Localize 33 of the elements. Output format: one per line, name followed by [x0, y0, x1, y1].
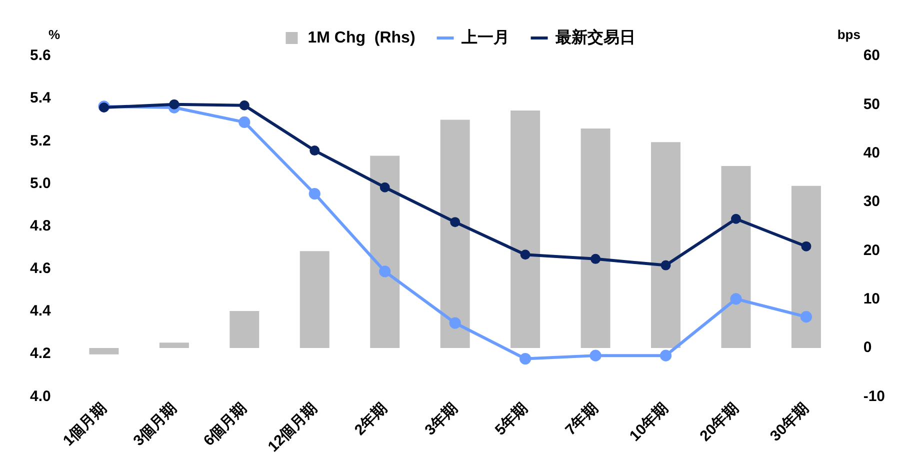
x-tick-label: 30年期 [766, 400, 812, 445]
y-tick-label: 5.4 [30, 90, 52, 107]
x-tick-label: 6個月期 [200, 400, 250, 450]
y-tick-label: 5.0 [30, 174, 51, 192]
x-tick-label: 3個月期 [130, 400, 180, 450]
y-tick-label: 4.2 [30, 345, 51, 362]
x-tick-label: 20年期 [696, 400, 742, 445]
y2-tick-label: -10 [863, 388, 886, 405]
y2-tick-label: 10 [863, 290, 880, 308]
legend-label: 上一月 [460, 28, 510, 46]
y2-tick-label: 30 [863, 193, 880, 210]
x-tick-label: 10年期 [626, 400, 672, 445]
y2-axis-title: bps [837, 27, 860, 42]
legend-label: 1M Chg (Rhs) [308, 29, 416, 46]
y2-tick-label: 40 [863, 144, 880, 162]
x-tick-label: 2年期 [351, 400, 391, 439]
y-tick-label: 5.2 [30, 132, 51, 150]
y-axis-title: % [48, 27, 60, 42]
x-tick-label: 5年期 [492, 400, 532, 439]
x-tick-label: 12個月期 [264, 400, 320, 456]
y-tick-label: 4.0 [30, 388, 51, 405]
x-tick-label: 7年期 [562, 400, 602, 439]
y2-tick-label: 50 [863, 96, 880, 113]
y-tick-label: 4.4 [30, 302, 52, 320]
y-tick-label: 4.6 [30, 260, 51, 278]
x-tick-label: 1個月期 [60, 400, 110, 450]
legend-label: 最新交易日 [554, 27, 636, 46]
y2-tick-label: 0 [863, 339, 872, 356]
y-tick-label: 5.6 [30, 47, 51, 64]
y-tick-label: 4.8 [30, 217, 51, 234]
y2-tick-label: 60 [863, 47, 880, 64]
y2-tick-label: 20 [863, 242, 880, 259]
x-tick-label: 3年期 [422, 400, 461, 439]
